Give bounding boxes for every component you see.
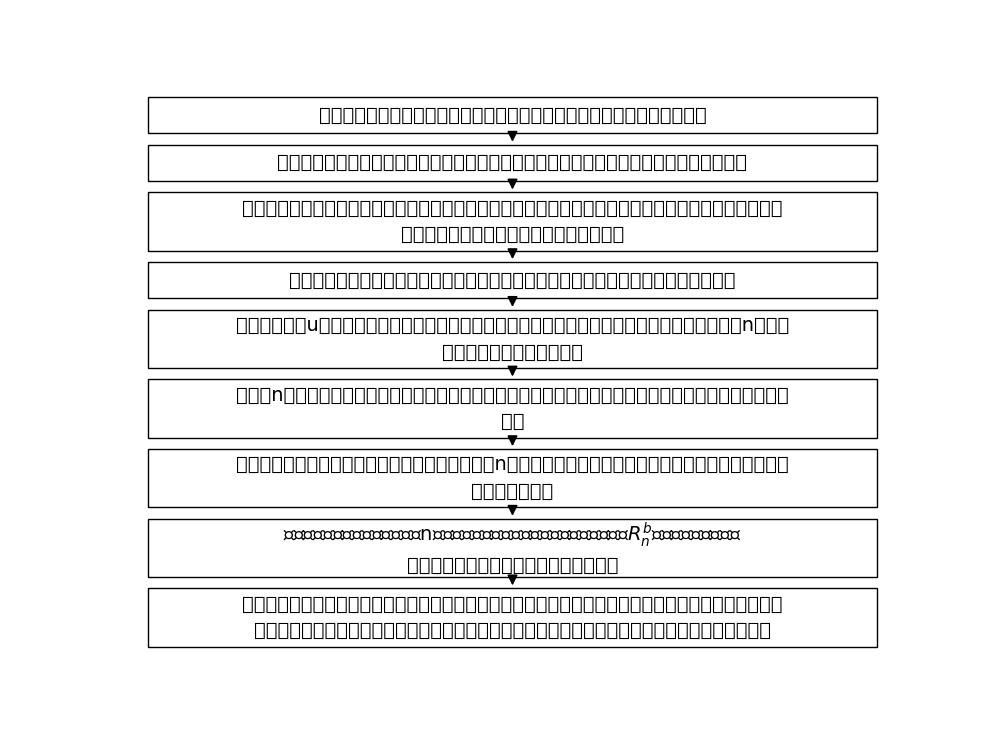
Text: 针对第n个小小区基站，根据香农公式和预波束成形向量，对该小小区基站与宏基站间的回传链路速率进行
建模: 针对第n个小小区基站，根据香农公式和预波束成形向量，对该小小区基站与宏基站间的回…	[236, 386, 789, 431]
Text: 针对任意用户u，根据香农公式和预波束成形向量，分别对该用户接入宏基站的链路速率和接入第n个小小
区基站的链路速率进行建模: 针对任意用户u，根据香农公式和预波束成形向量，分别对该用户接入宏基站的链路速率和…	[236, 316, 789, 361]
Bar	[148, 449, 877, 507]
Bar	[148, 588, 877, 646]
Bar	[148, 262, 877, 298]
Text: 利用差分凸优化理论和基于限制凹凸过程的迭代算法，计算出问题次优解，得到保证各用户服务速率，满
足宏基站发射功率和小小区基站供能限制，同时系统频谱效率最大的用户接: 利用差分凸优化理论和基于限制凹凸过程的迭代算法，计算出问题次优解，得到保证各用户…	[242, 595, 783, 640]
Bar	[148, 144, 877, 181]
Bar	[148, 379, 877, 438]
Bar	[148, 97, 877, 133]
Text: 以频谱效率为优化目标，结合第n个小小区基站与宏基站间的回传链路速率建模$R_n^b$作为约束条件，建立
联合用户接入选择和功率分配的优化问题: 以频谱效率为优化目标，结合第n个小小区基站与宏基站间的回传链路速率建模$R_n^…	[283, 520, 742, 576]
Bar	[148, 519, 877, 577]
Text: 针对某个单小区异构蜂窝网络，建立用户，宏基站和小小区基站的系统模型: 针对某个单小区异构蜂窝网络，建立用户，宏基站和小小区基站的系统模型	[319, 105, 706, 124]
Text: 针对某个时间周期，宏基站和所有小小区基站分别发射导频信号，测量各链路信道状态信息: 针对某个时间周期，宏基站和所有小小区基站分别发射导频信号，测量各链路信道状态信息	[278, 153, 748, 172]
Text: 根据用户接入宏基站的链路速率建模和用户接入第n个小小区基站的链路速率建模，计算所有接入网络用户
的频谱效率之和: 根据用户接入宏基站的链路速率建模和用户接入第n个小小区基站的链路速率建模，计算所…	[236, 456, 789, 501]
Text: 针对该时间周期，不同小小区基站监测各自的自供能能量到达状况以及各自电池储存能量状况，并向宏基
站上报能量到达速率值以及电池剩余能量值: 针对该时间周期，不同小小区基站监测各自的自供能能量到达状况以及各自电池储存能量状…	[242, 199, 783, 244]
Text: 根据各链路信道状态信息，宏基站以及每个小小区基站分别计算各自的预波束成形向量: 根据各链路信道状态信息，宏基站以及每个小小区基站分别计算各自的预波束成形向量	[289, 271, 736, 290]
Bar	[148, 192, 877, 251]
Bar	[148, 310, 877, 368]
